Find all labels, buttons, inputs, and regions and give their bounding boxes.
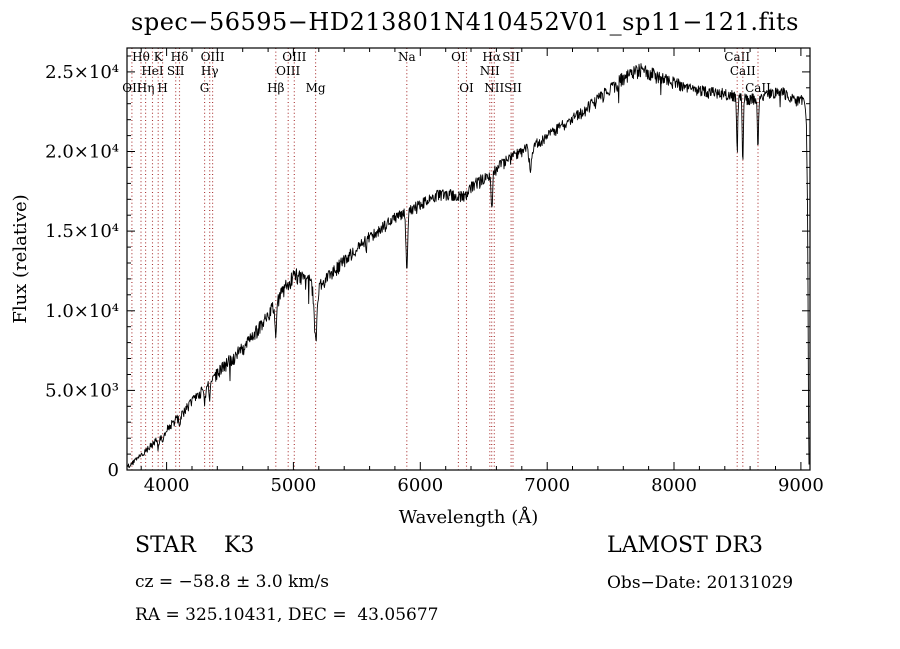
marker-label: Mg: [306, 81, 326, 95]
x-tick-label: 7000: [524, 475, 570, 496]
ra-dec-value: RA = 325.10431, DEC = 43.05677: [135, 605, 439, 625]
marker-label: OI: [459, 81, 474, 95]
y-tick-label: 2.0×10⁴: [45, 142, 119, 163]
x-tick-label: 4000: [144, 475, 190, 496]
y-tick-label: 0: [108, 460, 119, 481]
y-tick-label: 1.0×10⁴: [45, 301, 119, 322]
marker-label: SII: [502, 50, 520, 64]
axis-ticks: [127, 48, 810, 471]
marker-label: Hα: [482, 50, 501, 64]
marker-label: OIII: [282, 50, 306, 64]
marker-label: Hθ: [132, 50, 150, 64]
marker-label: CaII: [745, 81, 771, 95]
cz-value: cz = −58.8 ± 3.0 km/s: [135, 572, 329, 592]
y-axis-title: Flux (relative): [10, 194, 31, 323]
marker-label: H: [157, 81, 167, 95]
plot-frame: [126, 47, 811, 471]
x-tick-label: 5000: [270, 475, 316, 496]
marker-label: Hη: [137, 81, 155, 95]
marker-label: OI: [451, 50, 466, 64]
marker-label: CaII: [724, 50, 750, 64]
marker-label: Hδ: [171, 50, 189, 64]
x-tick-label: 9000: [778, 475, 824, 496]
marker-label: CaII: [730, 64, 756, 78]
x-axis-title: Wavelength (Å): [399, 506, 539, 528]
marker-label: NII: [480, 64, 500, 78]
obs-date: Obs−Date: 20131029: [607, 573, 794, 593]
marker-label: G: [200, 81, 210, 95]
y-tick-label: 2.5×10⁴: [45, 62, 119, 83]
marker-label: OIII: [276, 64, 300, 78]
marker-label: HeI: [141, 64, 164, 78]
marker-label: K: [154, 50, 164, 64]
marker-label: SII: [167, 64, 185, 78]
x-tick-label: 8000: [651, 475, 697, 496]
x-tick-label: 6000: [397, 475, 443, 496]
marker-label: Hβ: [267, 81, 284, 95]
marker-label: SII: [504, 81, 522, 95]
y-tick-label: 1.5×10⁴: [45, 221, 119, 242]
marker-label: Hγ: [201, 64, 219, 78]
y-tick-label: 5.0×10³: [45, 380, 119, 401]
spectrum-path: [127, 63, 810, 469]
marker-label: OIII: [201, 50, 225, 64]
classification-label: STAR K3: [135, 533, 255, 558]
marker-label: Na: [398, 50, 416, 64]
marker-label: NII: [484, 81, 504, 95]
survey-label: LAMOST DR3: [607, 533, 763, 558]
page-title: spec−56595−HD213801N410452V01_sp11−121.f…: [131, 8, 799, 36]
